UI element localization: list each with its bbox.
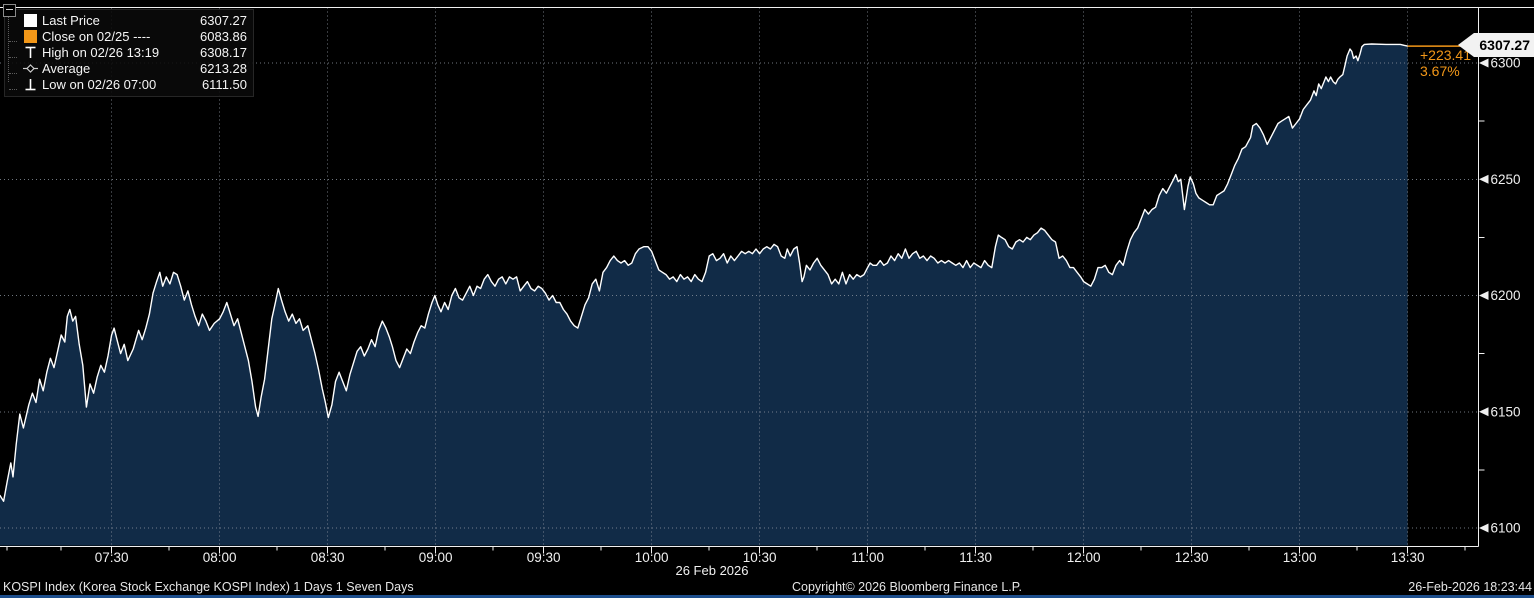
legend-value: 6308.17 (200, 44, 247, 60)
y-tick-arrow (1479, 174, 1489, 184)
last-price-tag: 6307.27 (1458, 33, 1534, 57)
x-axis-label: 12:00 (1067, 550, 1101, 563)
x-axis-label: 11:00 (851, 550, 884, 563)
legend-value: 6307.27 (200, 12, 247, 28)
x-axis-label: 12:30 (1175, 550, 1209, 563)
legend-item[interactable]: Average 6213.28 (9, 60, 249, 76)
legend-tree-stub (9, 89, 17, 91)
x-axis-label: 13:00 (1283, 550, 1317, 563)
y-axis-label: 6100 (1491, 521, 1521, 536)
legend-tree-line (8, 16, 10, 82)
x-axis-label: 07:30 (95, 550, 129, 563)
copyright-notice: Copyright© 2026 Bloomberg Finance L.P. (792, 580, 1022, 594)
legend-value: 6111.50 (201, 76, 247, 92)
legend-marker (23, 29, 38, 43)
security-description: KOSPI Index (Korea Stock Exchange KOSPI … (3, 580, 414, 594)
low-marker-icon (25, 78, 36, 90)
series-swatch-icon (24, 29, 37, 43)
legend-value: 6083.86 (200, 28, 247, 44)
legend-item[interactable]: Low on 02/26 07:00 6111.50 (9, 76, 249, 92)
legend-label: High on 02/26 13:19 (42, 44, 160, 60)
price-area-fill (0, 44, 1408, 546)
x-axis-date-label: 26 Feb 2026 (675, 563, 749, 578)
legend-item[interactable]: High on 02/26 13:19 6308.17 (9, 44, 249, 60)
pct-change-label: 3.67% (1420, 63, 1460, 79)
legend-collapse-icon[interactable] (3, 4, 16, 17)
x-axis-label: 11:30 (959, 550, 992, 563)
x-axis-label: 13:30 (1391, 550, 1425, 563)
legend-label: Low on 02/26 07:00 (42, 76, 157, 92)
net-change-label: +223.41 (1420, 47, 1471, 63)
legend-tree-stub (9, 41, 17, 43)
legend-label: Average (42, 60, 91, 76)
price-line (0, 43, 1409, 502)
y-tick-arrow (1479, 291, 1489, 300)
taskbar-edge-strip (0, 595, 1534, 598)
chart-legend: Last Price 6307.27 Close on 02/25 ---- 6083… (4, 9, 254, 97)
y-axis-label: 6300 (1491, 56, 1521, 71)
legend-marker (23, 13, 38, 27)
footer-timestamp: 26-Feb-2026 18:23:44 (1408, 580, 1532, 594)
high-marker-icon (25, 46, 36, 58)
y-axis-label: 6250 (1491, 172, 1521, 187)
y-tick-arrow (1479, 407, 1489, 417)
legend-tree-stub (9, 73, 17, 75)
legend-value: 6213.28 (200, 60, 247, 76)
x-axis-label: 08:00 (203, 550, 237, 563)
x-axis-label: 09:00 (419, 550, 453, 563)
y-tick-arrow (1479, 523, 1489, 533)
series-swatch-icon (24, 13, 37, 27)
price-chart-canvas[interactable]: 6100 6150 6200 6250 6300 07:30 08:00 08:30 09:00… (0, 0, 1534, 565)
legend-item[interactable]: Close on 02/25 ---- 6083.86 (9, 28, 249, 44)
y-axis-label: 6200 (1491, 288, 1521, 303)
y-tick-arrow (1479, 58, 1489, 68)
legend-label: Last Price (42, 12, 100, 28)
x-axis-label: 09:30 (527, 550, 561, 563)
legend-item[interactable]: Last Price 6307.27 (9, 12, 249, 28)
legend-marker (23, 46, 38, 59)
y-axis-label: 6150 (1491, 404, 1521, 419)
legend-marker (23, 78, 38, 91)
x-axis-label: 10:00 (635, 550, 669, 563)
average-marker-icon (23, 63, 38, 73)
legend-marker (23, 62, 38, 75)
x-axis-label: 10:30 (743, 550, 777, 563)
x-axis-label: 08:30 (311, 550, 345, 563)
legend-label: Close on 02/25 ---- (42, 28, 151, 44)
legend-tree-stub (9, 57, 17, 59)
